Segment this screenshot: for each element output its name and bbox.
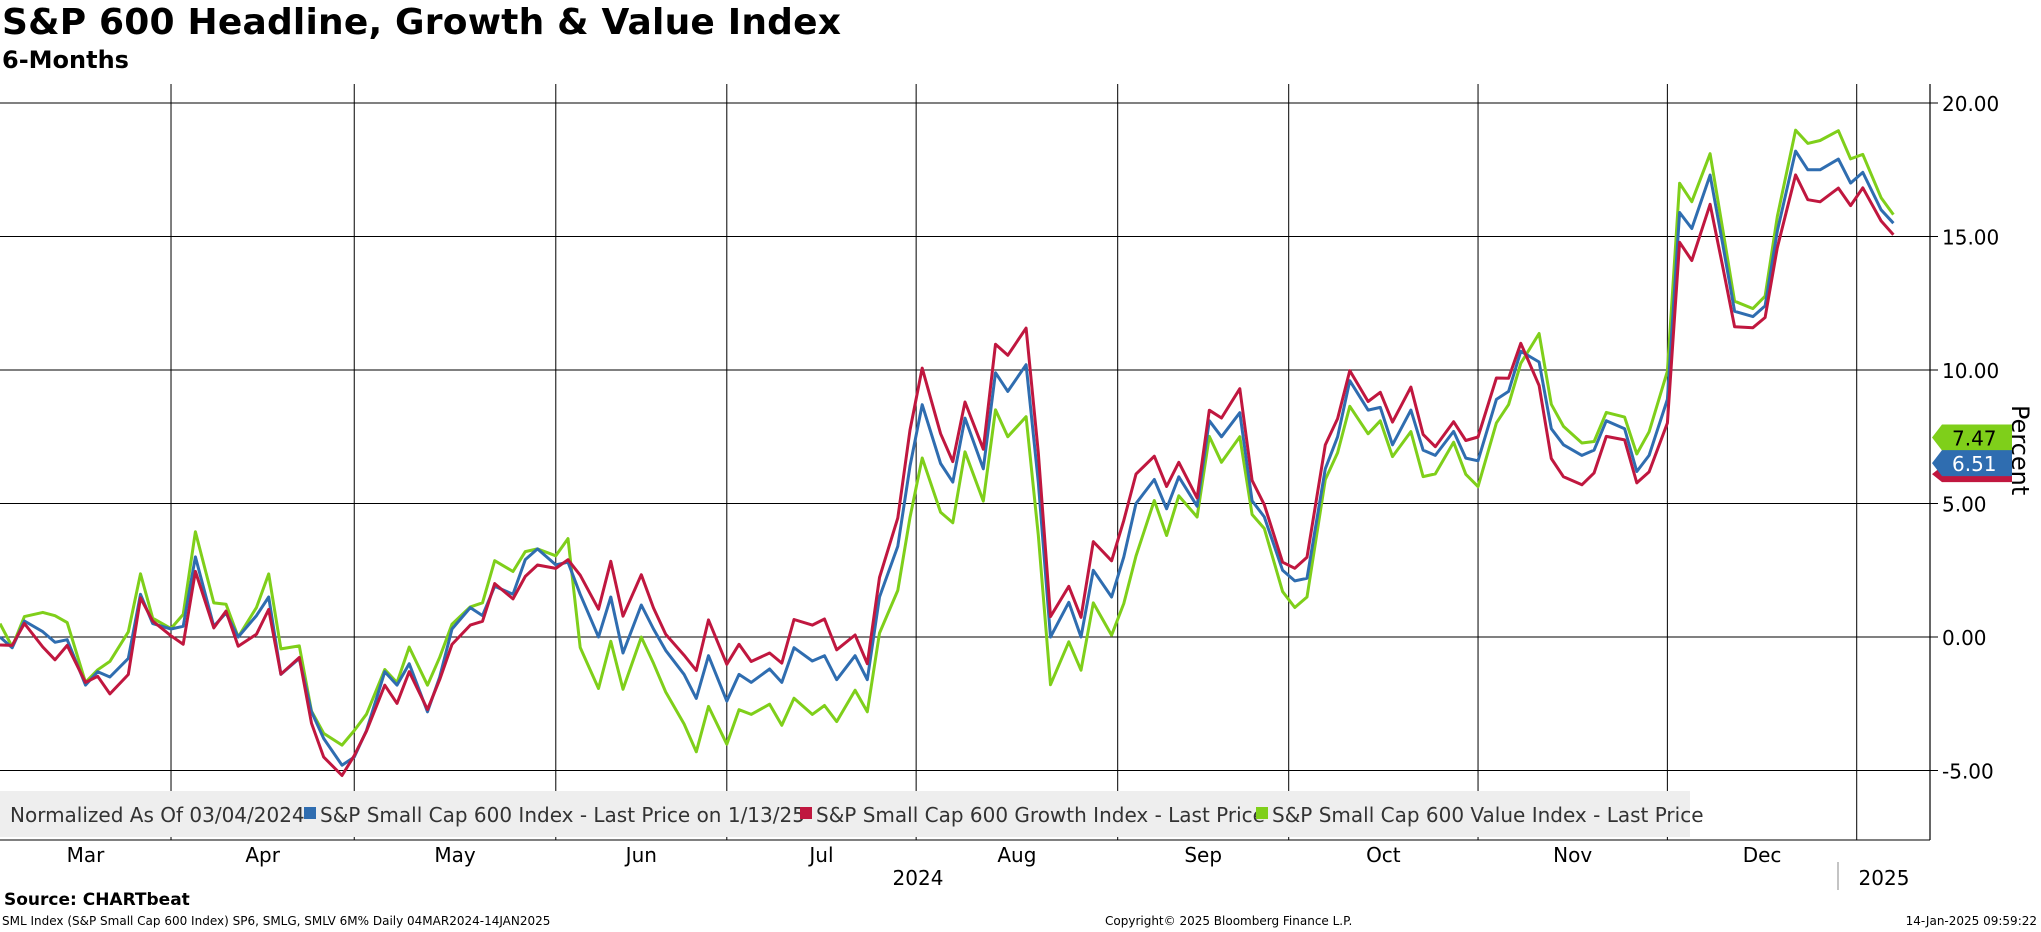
- value-last-value-label-box: [1932, 424, 2012, 451]
- y-tick-label: 0.00: [1942, 626, 1987, 650]
- x-tick-label: Aug: [997, 843, 1036, 867]
- headline-last-value-label-box: [1932, 450, 2012, 477]
- x-tick-label: Apr: [245, 843, 280, 867]
- y-tick-label: 5.00: [1942, 493, 1987, 517]
- y-tick-label: 10.00: [1942, 359, 1999, 383]
- x-tick-label: Jun: [624, 843, 657, 867]
- growth-index-line: [0, 173, 1895, 777]
- chart-series: [0, 128, 1895, 777]
- y-tick-label: 15.00: [1942, 226, 1999, 250]
- legend-swatch: [304, 807, 316, 819]
- value-index-line: [0, 128, 1895, 754]
- year-label: 2025: [1859, 866, 1910, 890]
- y-tick-label: 20.00: [1942, 92, 1999, 116]
- copyright-notice: Copyright© 2025 Bloomberg Finance L.P.: [1105, 914, 1353, 928]
- legend-item: S&P Small Cap 600 Growth Index - Last Pr…: [816, 803, 1265, 827]
- chart-legend: Normalized As Of 03/04/2024 S&P Small Cap…: [0, 791, 1704, 837]
- x-tick-label: Oct: [1366, 843, 1401, 867]
- y-tick-label: -5.00: [1942, 760, 1994, 784]
- value-last-value-label: 7.47: [1952, 427, 1997, 451]
- timestamp: 14-Jan-2025 09:59:22: [1905, 914, 2037, 928]
- x-tick-label: Nov: [1553, 843, 1592, 867]
- year-label: 2024: [893, 866, 944, 890]
- legend-swatch: [800, 807, 812, 819]
- headline-index-line: [0, 149, 1895, 767]
- chart-subtitle: 6-Months: [2, 46, 129, 74]
- chart-grid: [0, 84, 1930, 840]
- legend-item: Normalized As Of 03/04/2024: [10, 803, 305, 827]
- legend-swatch: [1256, 807, 1268, 819]
- headline-last-value-label: 6.51: [1952, 452, 1997, 476]
- x-tick-label: Dec: [1743, 843, 1782, 867]
- chart-axes: 20.00 15.00 10.00 5.00 0.00 -5.00 Mar Apr May Jun…: [0, 84, 2034, 890]
- legend-item: S&P Small Cap 600 Value Index - Last Pri…: [1272, 803, 1704, 827]
- source-label: Source: CHARTbeat: [4, 890, 190, 910]
- x-tick-label: Sep: [1184, 843, 1222, 867]
- data-description: SML Index (S&P Small Cap 600 Index) SP6,…: [2, 914, 551, 928]
- x-tick-label: Jul: [807, 843, 833, 867]
- legend-background: [0, 791, 1690, 837]
- x-tick-label: Mar: [67, 843, 106, 867]
- chart-title: S&P 600 Headline, Growth & Value Index: [2, 2, 842, 43]
- legend-item: S&P Small Cap 600 Index - Last Price on …: [320, 803, 805, 827]
- x-tick-label: May: [434, 843, 476, 867]
